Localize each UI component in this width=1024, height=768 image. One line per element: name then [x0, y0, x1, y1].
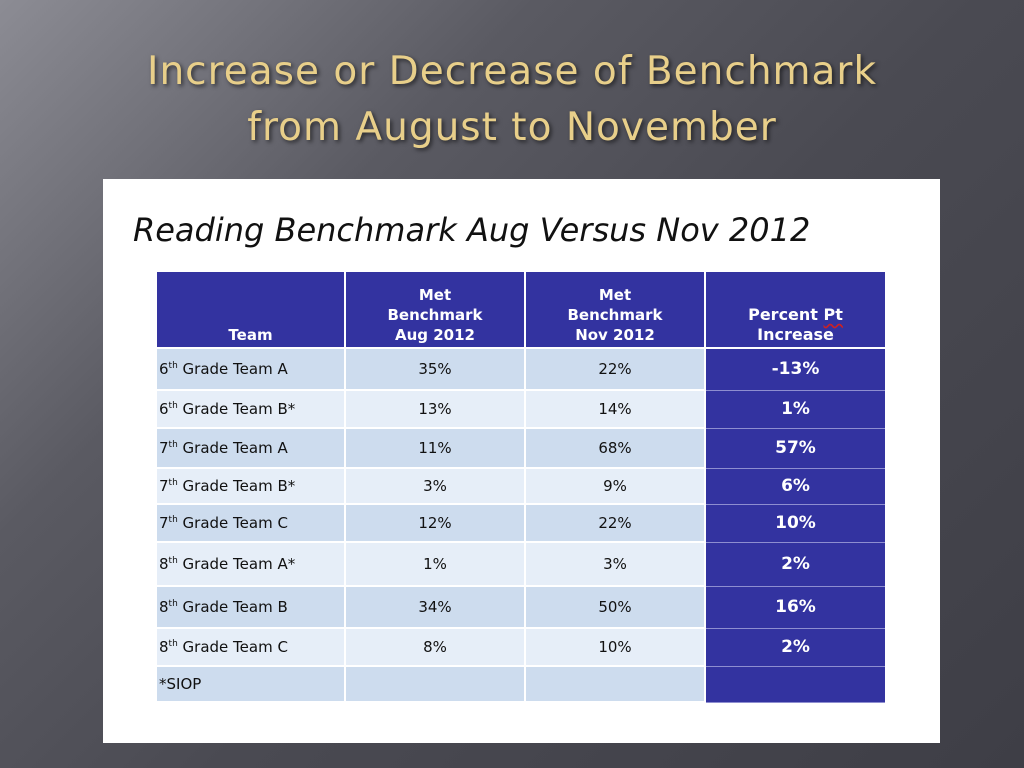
- aug-cell: 12%: [345, 504, 526, 543]
- team-cell: 8th Grade Team C: [157, 628, 346, 667]
- table-title: Reading Benchmark Aug Versus Nov 2012: [133, 211, 811, 249]
- team-cell: 7th Grade Team B*: [157, 468, 346, 505]
- table-row: 7th Grade Team A 11% 68% 57%: [157, 428, 885, 469]
- header-row: Team Met Benchmark Aug 2012 Met Benchmar…: [157, 272, 885, 349]
- nov-cell: 22%: [525, 504, 706, 543]
- table-row: 8th Grade Team A* 1% 3% 2%: [157, 542, 885, 587]
- team-cell: 7th Grade Team A: [157, 428, 346, 469]
- benchmark-table: Team Met Benchmark Aug 2012 Met Benchmar…: [157, 272, 885, 703]
- table-row: 7th Grade Team C 12% 22% 10%: [157, 504, 885, 543]
- percent-increase-cell: -13%: [705, 348, 885, 391]
- aug-cell: 34%: [345, 586, 526, 629]
- header-pct: Percent Pt Increase: [705, 272, 885, 349]
- table-body: 6th Grade Team A 35% 22% -13% 6th Grade Team…: [157, 348, 885, 703]
- percent-increase-cell: 2%: [705, 628, 885, 667]
- nov-cell: 9%: [525, 468, 706, 505]
- nov-cell: 50%: [525, 586, 706, 629]
- percent-increase-cell: 1%: [705, 390, 885, 429]
- percent-increase-cell: 57%: [705, 428, 885, 469]
- team-cell: 6th Grade Team A: [157, 348, 346, 391]
- slide-title-line-2: from August to November: [247, 105, 777, 150]
- nov-cell: 10%: [525, 628, 706, 667]
- nov-cell: 14%: [525, 390, 706, 429]
- nov-cell: 68%: [525, 428, 706, 469]
- empty-cell: [345, 666, 526, 703]
- footnote-row: *SIOP: [157, 666, 885, 703]
- team-cell: 6th Grade Team B*: [157, 390, 346, 429]
- table-row: 7th Grade Team B* 3% 9% 6%: [157, 468, 885, 505]
- percent-increase-cell: 16%: [705, 586, 885, 629]
- slide-title-line-1: Increase or Decrease of Benchmark: [146, 49, 878, 94]
- table-row: 6th Grade Team A 35% 22% -13%: [157, 348, 885, 391]
- nov-cell: 22%: [525, 348, 706, 391]
- table-row: 6th Grade Team B* 13% 14% 1%: [157, 390, 885, 429]
- team-cell: 8th Grade Team B: [157, 586, 346, 629]
- header-team: Team: [157, 272, 346, 349]
- aug-cell: 1%: [345, 542, 526, 587]
- percent-increase-cell: 6%: [705, 468, 885, 505]
- percent-increase-cell: 10%: [705, 504, 885, 543]
- header-nov: Met Benchmark Nov 2012: [525, 272, 706, 349]
- empty-cell: [705, 666, 885, 703]
- nov-cell: 3%: [525, 542, 706, 587]
- slide-title: Increase or Decrease of Benchmark from A…: [0, 44, 1024, 156]
- footnote-text: *SIOP: [157, 666, 346, 703]
- empty-cell: [525, 666, 706, 703]
- aug-cell: 3%: [345, 468, 526, 505]
- aug-cell: 11%: [345, 428, 526, 469]
- aug-cell: 8%: [345, 628, 526, 667]
- table-row: 8th Grade Team B 34% 50% 16%: [157, 586, 885, 629]
- header-aug: Met Benchmark Aug 2012: [345, 272, 526, 349]
- team-cell: 8th Grade Team A*: [157, 542, 346, 587]
- table-row: 8th Grade Team C 8% 10% 2%: [157, 628, 885, 667]
- team-cell: 7th Grade Team C: [157, 504, 346, 543]
- aug-cell: 13%: [345, 390, 526, 429]
- table-card: Reading Benchmark Aug Versus Nov 2012 Te…: [103, 179, 940, 743]
- aug-cell: 35%: [345, 348, 526, 391]
- percent-increase-cell: 2%: [705, 542, 885, 587]
